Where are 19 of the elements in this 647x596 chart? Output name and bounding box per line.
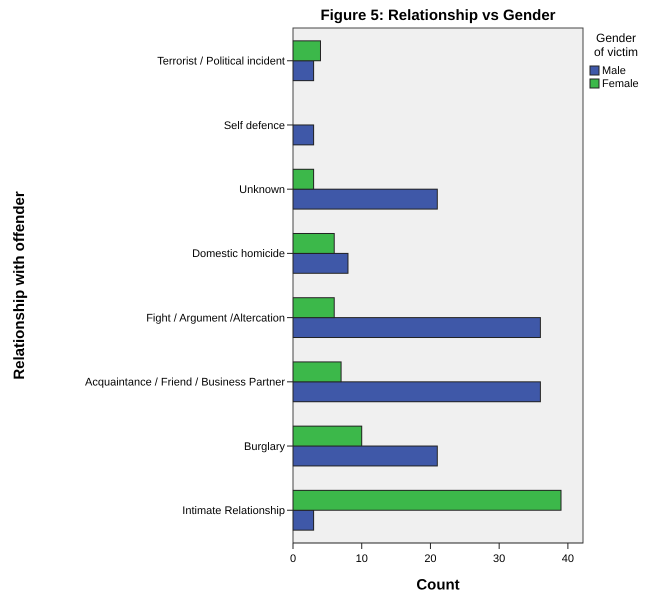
y-tick-label: Fight / Argument /Altercation [146, 312, 285, 324]
x-tick-label: 10 [356, 553, 368, 565]
x-tick-label: 20 [424, 553, 437, 565]
y-tick-label: Self defence [224, 120, 285, 132]
legend-label: Male [602, 65, 626, 77]
y-tick-label: Terrorist / Political incident [157, 56, 285, 68]
x-tick-label: 0 [290, 553, 296, 565]
y-tick-label: Burglary [244, 440, 286, 453]
x-tick-label: 30 [493, 553, 506, 565]
chart-title: Figure 5: Relationship vs Gender [320, 7, 556, 24]
legend-title: Gender of victim [594, 31, 638, 59]
x-axis-title: Count [416, 576, 460, 594]
y-tick-label: Domestic homicide [192, 248, 285, 260]
legend-label: Female [602, 78, 639, 90]
y-tick-label: Intimate Relationship [182, 505, 285, 518]
x-tick-label: 40 [562, 553, 574, 565]
y-tick-label: Unknown [239, 184, 285, 196]
y-axis-title: Relationship with offender [11, 191, 28, 380]
y-tick-label: Acquaintance / Friend / Business Partner [85, 376, 286, 389]
